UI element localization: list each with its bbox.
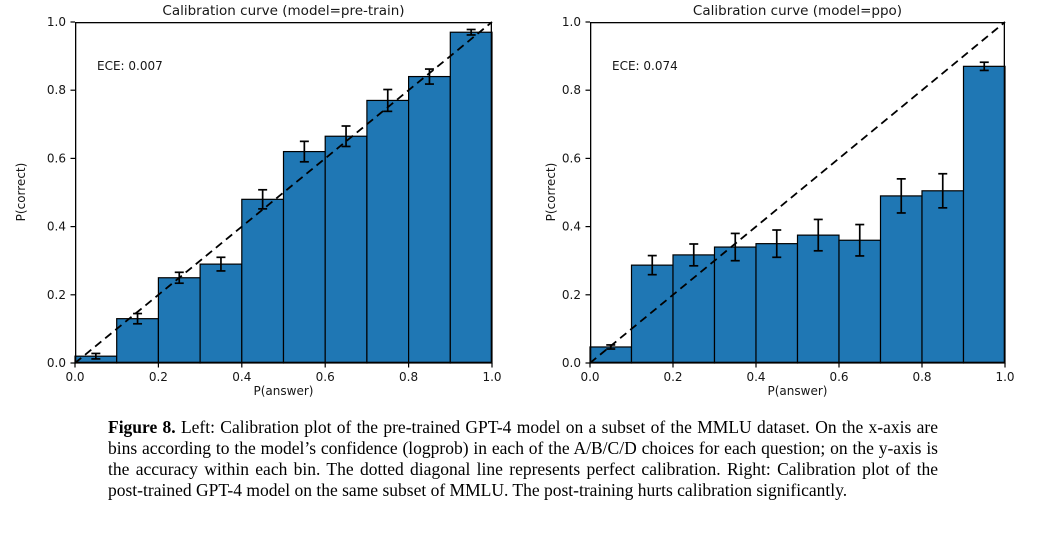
ece-annotation-ppo: ECE: 0.074 xyxy=(612,59,678,73)
x-tick-label: 0.2 xyxy=(149,370,168,384)
calibration-bar xyxy=(630,264,674,364)
calibration-bar xyxy=(879,195,923,364)
y-tick-label: 0.8 xyxy=(47,83,66,97)
plot-border xyxy=(589,21,1006,364)
y-tick-label: 0.0 xyxy=(562,356,581,370)
x-tick-label: 0.0 xyxy=(580,370,599,384)
calibration-bar xyxy=(672,254,716,364)
perfect-calibration-line xyxy=(589,21,1006,364)
y-axis-label-pretrain: P(correct) xyxy=(14,162,28,222)
y-tick-label: 0.0 xyxy=(47,356,66,370)
y-tick-label: 0.8 xyxy=(562,83,581,97)
calibration-bar xyxy=(199,263,243,364)
perfect-calibration-line xyxy=(74,21,493,364)
x-tick-label: 0.8 xyxy=(912,370,931,384)
calibration-bar xyxy=(921,190,965,364)
x-tick-label: 1.0 xyxy=(482,370,501,384)
calibration-bar xyxy=(449,31,493,364)
y-tick-label: 0.6 xyxy=(562,151,581,165)
plot-area-ppo: 0.0 0.2 0.4 0.6 0.8 1.0 0.0 0.2 0.4 0.6 0.8 1.0 ECE… xyxy=(562,15,1015,384)
x-tick-label: 0.6 xyxy=(829,370,848,384)
calibration-bar xyxy=(962,65,1006,364)
y-tick-label: 1.0 xyxy=(562,15,581,29)
calibration-bar xyxy=(282,150,326,364)
calibration-bar xyxy=(366,99,410,364)
x-tick-label: 1.0 xyxy=(995,370,1014,384)
calibration-bar xyxy=(241,198,285,364)
y-axis-label-ppo: P(correct) xyxy=(544,162,558,222)
y-tick-label: 0.4 xyxy=(47,220,66,234)
ece-annotation-pretrain: ECE: 0.007 xyxy=(97,59,163,73)
calibration-bar xyxy=(116,318,160,364)
calibration-bar xyxy=(408,75,451,364)
figure-caption: Figure 8. Left: Calibration plot of the … xyxy=(108,417,938,501)
x-tick-label: 0.0 xyxy=(65,370,84,384)
plot-title-ppo: Calibration curve (model=ppo) xyxy=(692,3,903,19)
y-tick-label: 1.0 xyxy=(47,15,66,29)
x-tick-label: 0.8 xyxy=(399,370,418,384)
calibration-bar xyxy=(713,246,757,364)
x-tick-label: 0.4 xyxy=(746,370,765,384)
calibration-bar xyxy=(796,234,840,364)
calibration-bar xyxy=(324,135,368,364)
calibration-bar xyxy=(157,277,201,364)
plot-title-pretrain: Calibration curve (model=pre-train) xyxy=(162,3,405,19)
plot-area-pretrain: 0.0 0.2 0.4 0.6 0.8 1.0 0.0 0.2 0.4 0.6 0.8 1.0 ECE… xyxy=(47,15,502,384)
y-tick-label: 0.4 xyxy=(562,220,581,234)
y-tick-label: 0.2 xyxy=(47,288,66,302)
calibration-chart-pretrain: 0.0 0.2 0.4 0.6 0.8 1.0 0.0 0.2 0.4 0.6 0.8 1.0 xyxy=(47,15,502,384)
caption-figure-number: Figure 8. xyxy=(108,417,176,437)
x-tick-label: 0.4 xyxy=(232,370,251,384)
x-tick-label: 0.2 xyxy=(663,370,682,384)
caption-body: Left: Calibration plot of the pre-traine… xyxy=(108,417,938,500)
calibration-chart-ppo: 0.0 0.2 0.4 0.6 0.8 1.0 0.0 0.2 0.4 0.6 0.8 1.0 xyxy=(562,15,1015,384)
x-tick-label: 0.6 xyxy=(316,370,335,384)
y-tick-label: 0.6 xyxy=(47,151,66,165)
calibration-bar xyxy=(838,239,882,364)
plot-border xyxy=(74,21,493,364)
y-tick-label: 0.2 xyxy=(562,288,581,302)
x-axis-label-pretrain: P(answer) xyxy=(253,384,314,398)
calibration-bar xyxy=(755,243,799,364)
x-axis-label-ppo: P(answer) xyxy=(767,384,828,398)
